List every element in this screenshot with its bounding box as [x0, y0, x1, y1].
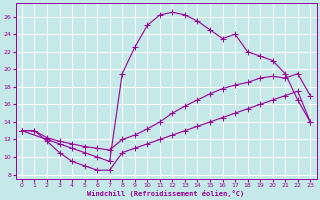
X-axis label: Windchill (Refroidissement éolien,°C): Windchill (Refroidissement éolien,°C) [87, 190, 245, 197]
